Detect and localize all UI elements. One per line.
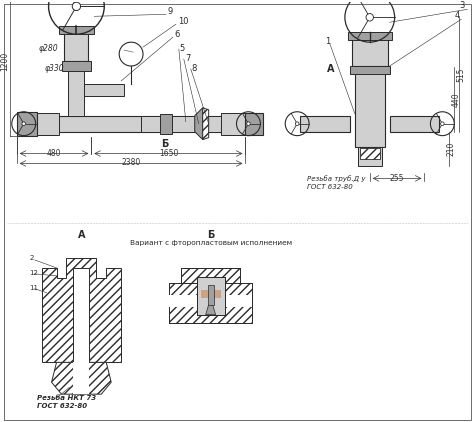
Text: 255: 255 (389, 174, 404, 184)
Bar (197, 277, 225, 315)
Bar (360, 148, 380, 160)
Circle shape (22, 122, 26, 125)
Text: Б: Б (207, 230, 214, 240)
Bar (58, 26, 94, 34)
Text: 440: 440 (452, 92, 461, 107)
Text: 9: 9 (168, 7, 173, 16)
Bar (64, 31, 88, 61)
Text: 4: 4 (454, 11, 459, 20)
Text: Б: Б (161, 138, 168, 149)
Polygon shape (195, 108, 203, 140)
Text: А: А (78, 230, 85, 240)
Text: 210: 210 (447, 142, 456, 156)
Bar (73, 362, 89, 394)
Text: 2: 2 (30, 255, 34, 261)
Text: 515: 515 (457, 67, 466, 82)
Text: 8: 8 (192, 64, 197, 73)
Bar (84, 84, 124, 96)
Bar (77, 268, 85, 362)
Circle shape (440, 122, 444, 125)
Text: 12: 12 (30, 270, 38, 276)
Bar (141, 116, 240, 132)
Bar (358, 146, 382, 166)
Polygon shape (42, 258, 121, 362)
Bar (348, 32, 392, 40)
Bar (169, 283, 253, 322)
Bar (169, 295, 253, 307)
Text: Резьба НКТ 73: Резьба НКТ 73 (36, 395, 96, 401)
Text: φ330: φ330 (45, 64, 64, 73)
Text: А: А (327, 64, 335, 74)
Polygon shape (203, 108, 209, 140)
Text: Вариант с фторопластовым исполнением: Вариант с фторопластовым исполнением (129, 240, 292, 246)
Text: 480: 480 (47, 149, 61, 157)
Bar (350, 66, 390, 74)
Bar (246, 113, 264, 135)
Bar (201, 290, 220, 298)
Bar (36, 116, 246, 132)
Bar (181, 268, 240, 283)
Circle shape (246, 122, 250, 125)
Bar (36, 113, 58, 135)
Text: 6: 6 (175, 30, 180, 39)
Text: 1650: 1650 (159, 149, 178, 157)
Circle shape (72, 2, 81, 11)
Text: 5: 5 (180, 44, 185, 53)
Bar (68, 66, 84, 116)
Text: 3: 3 (459, 1, 465, 11)
Bar (208, 285, 214, 305)
Text: 1200: 1200 (0, 51, 9, 70)
Circle shape (295, 122, 299, 125)
Text: 1: 1 (325, 37, 330, 46)
Polygon shape (206, 305, 216, 315)
Text: 7: 7 (185, 54, 190, 63)
Text: φ280: φ280 (38, 44, 58, 53)
Bar (352, 38, 388, 66)
Text: ГОСТ 632-80: ГОСТ 632-80 (307, 184, 353, 190)
Bar (390, 116, 439, 132)
Circle shape (366, 14, 374, 21)
Text: 11: 11 (30, 285, 39, 291)
Bar (62, 61, 91, 71)
Bar (355, 67, 385, 146)
Text: Резьба труб.Д у: Резьба труб.Д у (307, 176, 365, 182)
Bar (73, 268, 89, 362)
Bar (220, 113, 246, 135)
Text: 10: 10 (178, 17, 188, 26)
Bar (300, 116, 350, 132)
Bar (197, 277, 225, 315)
Text: 2380: 2380 (121, 158, 141, 168)
Circle shape (119, 42, 143, 66)
Polygon shape (169, 268, 253, 322)
Polygon shape (52, 362, 111, 394)
Bar (17, 112, 36, 135)
Text: ГОСТ 632-80: ГОСТ 632-80 (36, 403, 87, 409)
Bar (160, 114, 172, 134)
